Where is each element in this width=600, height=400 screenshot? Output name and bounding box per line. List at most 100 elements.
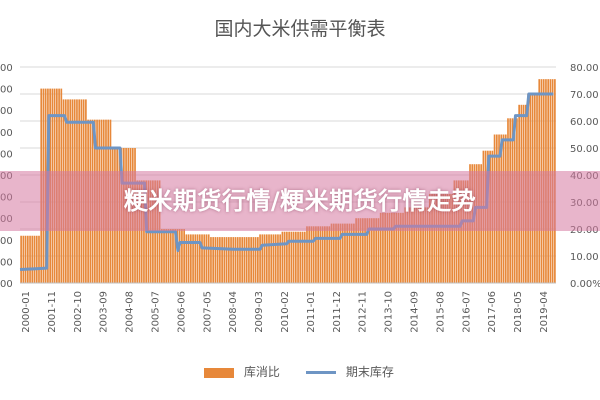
bar [274,234,277,283]
bar [359,218,362,283]
x-axis-tick-label: 2013-10 [384,291,395,333]
bar [462,180,465,283]
bar [198,234,201,283]
bar [348,223,351,283]
bar [263,234,266,283]
x-axis-tick-label: 2011-01 [306,291,317,333]
left-axis-tick-label: 00 [0,63,13,74]
bar [364,218,366,283]
bar [417,207,420,283]
bar [413,207,416,283]
x-axis-tick-label: 2009-03 [254,291,265,333]
x-axis-tick-label: 2005-07 [151,291,162,333]
bar [373,218,375,283]
bar [321,226,324,283]
bar [446,193,449,283]
bar [328,226,331,283]
legend-line-swatch [306,371,336,374]
bar [281,231,284,283]
left-axis-tick-label: 00 [0,85,13,96]
x-axis-tick-label: 2017-06 [487,291,498,333]
bar [422,207,424,283]
bar [353,223,355,283]
right-axis-tick-label: 10.00 [570,252,599,263]
x-axis-tick-label: 2002-10 [73,291,84,333]
bar [290,231,293,283]
bar [167,229,170,283]
bar [437,193,440,283]
bar [187,234,190,283]
bar [375,218,378,283]
bar [402,212,404,283]
bar [20,235,22,283]
bar [24,235,27,283]
bar [183,229,185,283]
bar [317,226,319,283]
left-axis-tick-label: 00 [0,106,13,117]
right-axis-tick-label: 50.00 [570,144,599,155]
bar [22,235,25,283]
bar [440,193,442,283]
left-axis-tick-label: 00 [0,257,13,268]
bar [239,237,241,283]
x-axis-tick-label: 2004-08 [125,291,136,333]
bar [355,218,357,283]
bar [460,180,462,283]
bar [259,234,261,283]
bar [138,180,141,283]
bar [172,229,174,283]
bar [449,193,451,283]
bar [245,237,248,283]
bar [408,207,411,283]
bar [319,226,322,283]
left-axis-tick-label: 00 [0,128,13,139]
x-axis-tick-label: 2015-08 [435,291,446,333]
bar [428,193,431,283]
x-axis-tick-label: 2014-09 [410,291,421,333]
bar [31,235,34,283]
bar [388,212,391,283]
bar [160,229,163,283]
left-axis-tick-label: 00 [0,149,13,160]
bar [382,212,384,283]
bar [207,234,210,283]
bar [341,223,344,283]
bar [386,212,389,283]
bar [219,237,221,283]
bar [178,229,181,283]
bar [140,180,143,283]
bar [303,231,306,283]
bar [272,234,275,283]
bar [38,235,40,283]
bar [420,207,422,283]
x-axis-tick-label: 2006-06 [176,291,187,333]
bar [201,234,203,283]
bar [268,234,270,283]
bar [346,223,349,283]
bar [332,223,335,283]
bar [283,231,286,283]
bar [433,193,436,283]
line-series [19,92,554,271]
bar [301,231,304,283]
bar [26,235,29,283]
bar [203,234,206,283]
bar [368,218,371,283]
bar [241,237,244,283]
right-axis-tick-label: 80.00 [570,63,599,74]
bar [181,229,183,283]
bar [397,212,400,283]
bar [196,234,199,283]
bar [339,223,342,283]
bar [384,212,386,283]
bar [312,226,315,283]
bar [299,231,302,283]
bar [391,212,393,283]
bar [257,237,259,283]
bar [350,223,353,283]
x-axis-tick-label: 2001-11 [47,291,58,333]
chart-legend: 库消比 期末库存 [0,362,600,382]
x-axis-tick-label: 2012-11 [358,291,369,333]
bar [330,223,333,283]
bar [335,223,337,283]
